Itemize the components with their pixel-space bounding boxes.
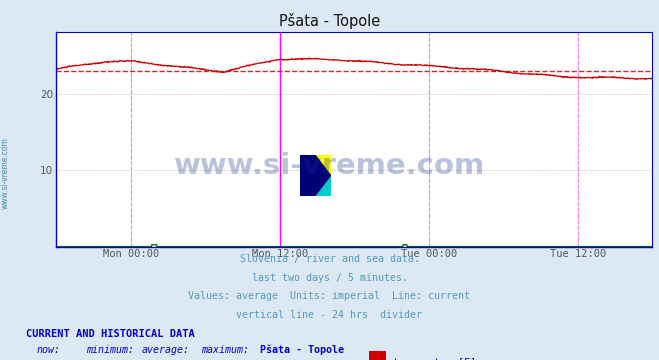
- Polygon shape: [316, 155, 331, 196]
- Text: maximum:: maximum:: [201, 345, 249, 355]
- Text: average:: average:: [142, 345, 190, 355]
- Text: last two days / 5 minutes.: last two days / 5 minutes.: [252, 273, 407, 283]
- Text: now:: now:: [36, 345, 60, 355]
- Text: vertical line - 24 hrs  divider: vertical line - 24 hrs divider: [237, 310, 422, 320]
- Polygon shape: [316, 175, 331, 196]
- Polygon shape: [316, 155, 331, 175]
- Text: CURRENT AND HISTORICAL DATA: CURRENT AND HISTORICAL DATA: [26, 329, 195, 339]
- Text: temperature[F]: temperature[F]: [392, 358, 476, 360]
- Text: www.si-vreme.com: www.si-vreme.com: [1, 137, 10, 209]
- Text: minimum:: minimum:: [86, 345, 134, 355]
- Text: Slovenia / river and sea data.: Slovenia / river and sea data.: [239, 254, 420, 264]
- Text: Pšata - Topole: Pšata - Topole: [279, 13, 380, 28]
- Text: Values: average  Units: imperial  Line: current: Values: average Units: imperial Line: cu…: [188, 291, 471, 301]
- Bar: [300, 155, 316, 196]
- Text: www.si-vreme.com: www.si-vreme.com: [174, 152, 485, 180]
- Text: Pšata - Topole: Pšata - Topole: [260, 345, 344, 355]
